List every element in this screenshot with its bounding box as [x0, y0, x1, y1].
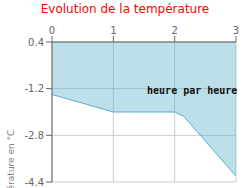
svg-text:-4.4: -4.4 — [24, 177, 44, 188]
html-text:Evolution de la température: Evolution de la température — [40, 2, 210, 16]
svg-text:1: 1 — [110, 25, 116, 36]
svg-text:2: 2 — [171, 25, 177, 36]
svg-text:-1.2: -1.2 — [24, 83, 44, 94]
svg-text:-2.8: -2.8 — [24, 130, 44, 141]
svg-text:0: 0 — [49, 25, 55, 36]
svg-text:heure par heure: heure par heure — [147, 85, 237, 96]
svg-text:0.4: 0.4 — [28, 37, 44, 48]
svg-text:3: 3 — [233, 25, 239, 36]
svg-text:Température en °C: Température en °C — [8, 130, 16, 188]
